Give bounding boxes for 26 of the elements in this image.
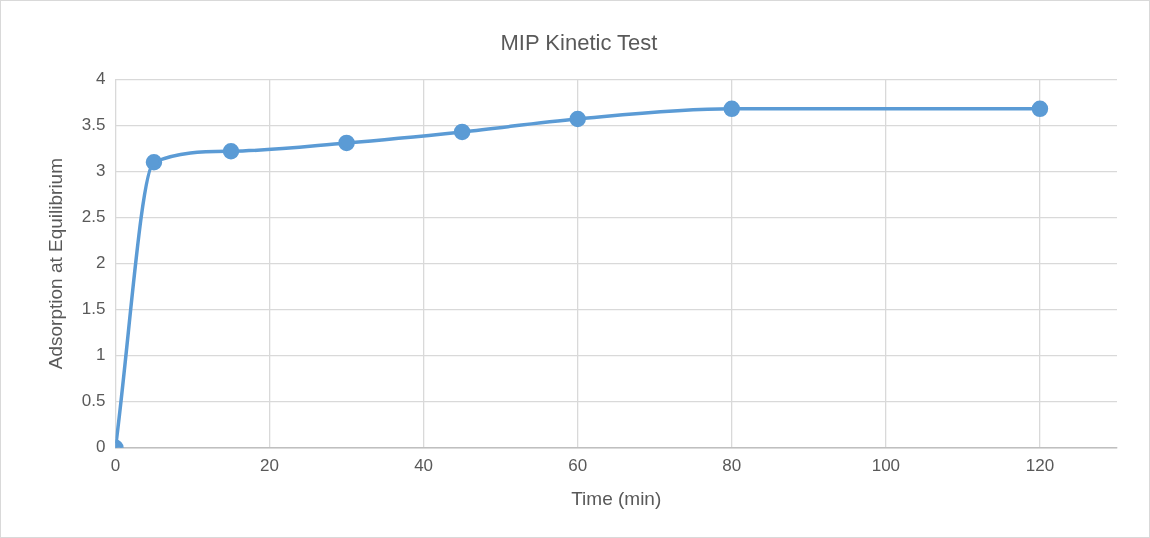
y-tick-label: 3.5	[81, 115, 106, 135]
point	[569, 110, 586, 128]
point	[145, 154, 163, 171]
x-tick-label: 20	[260, 455, 279, 475]
point	[338, 134, 355, 152]
point	[1031, 100, 1049, 118]
point	[723, 100, 741, 118]
y-tick-label: 2.5	[81, 207, 106, 227]
point	[222, 142, 240, 160]
y-tick-label: 3	[95, 161, 106, 181]
y-axis-title: Adsorption at Equilibrium	[44, 157, 66, 370]
y-tick-label: 1.5	[81, 299, 106, 319]
y-tick-label: 4	[95, 69, 106, 89]
x-tick-label: 60	[568, 455, 588, 475]
point	[453, 123, 471, 141]
x-axis-title: Time (min)	[571, 487, 662, 509]
x-tick-label: 40	[414, 455, 434, 475]
y-tick-label: 0	[95, 437, 106, 457]
chart-title: MIP Kinetic Test	[500, 30, 658, 56]
y-tick-label: 1	[95, 345, 106, 365]
y-tick-label: 0.5	[81, 391, 106, 411]
x-tick-label: 80	[722, 455, 742, 475]
y-tick-label: 2	[95, 253, 106, 273]
x-tick-label: 0	[110, 455, 121, 475]
x-tick-label: 120	[1025, 455, 1055, 475]
x-tick-label: 100	[871, 455, 901, 475]
